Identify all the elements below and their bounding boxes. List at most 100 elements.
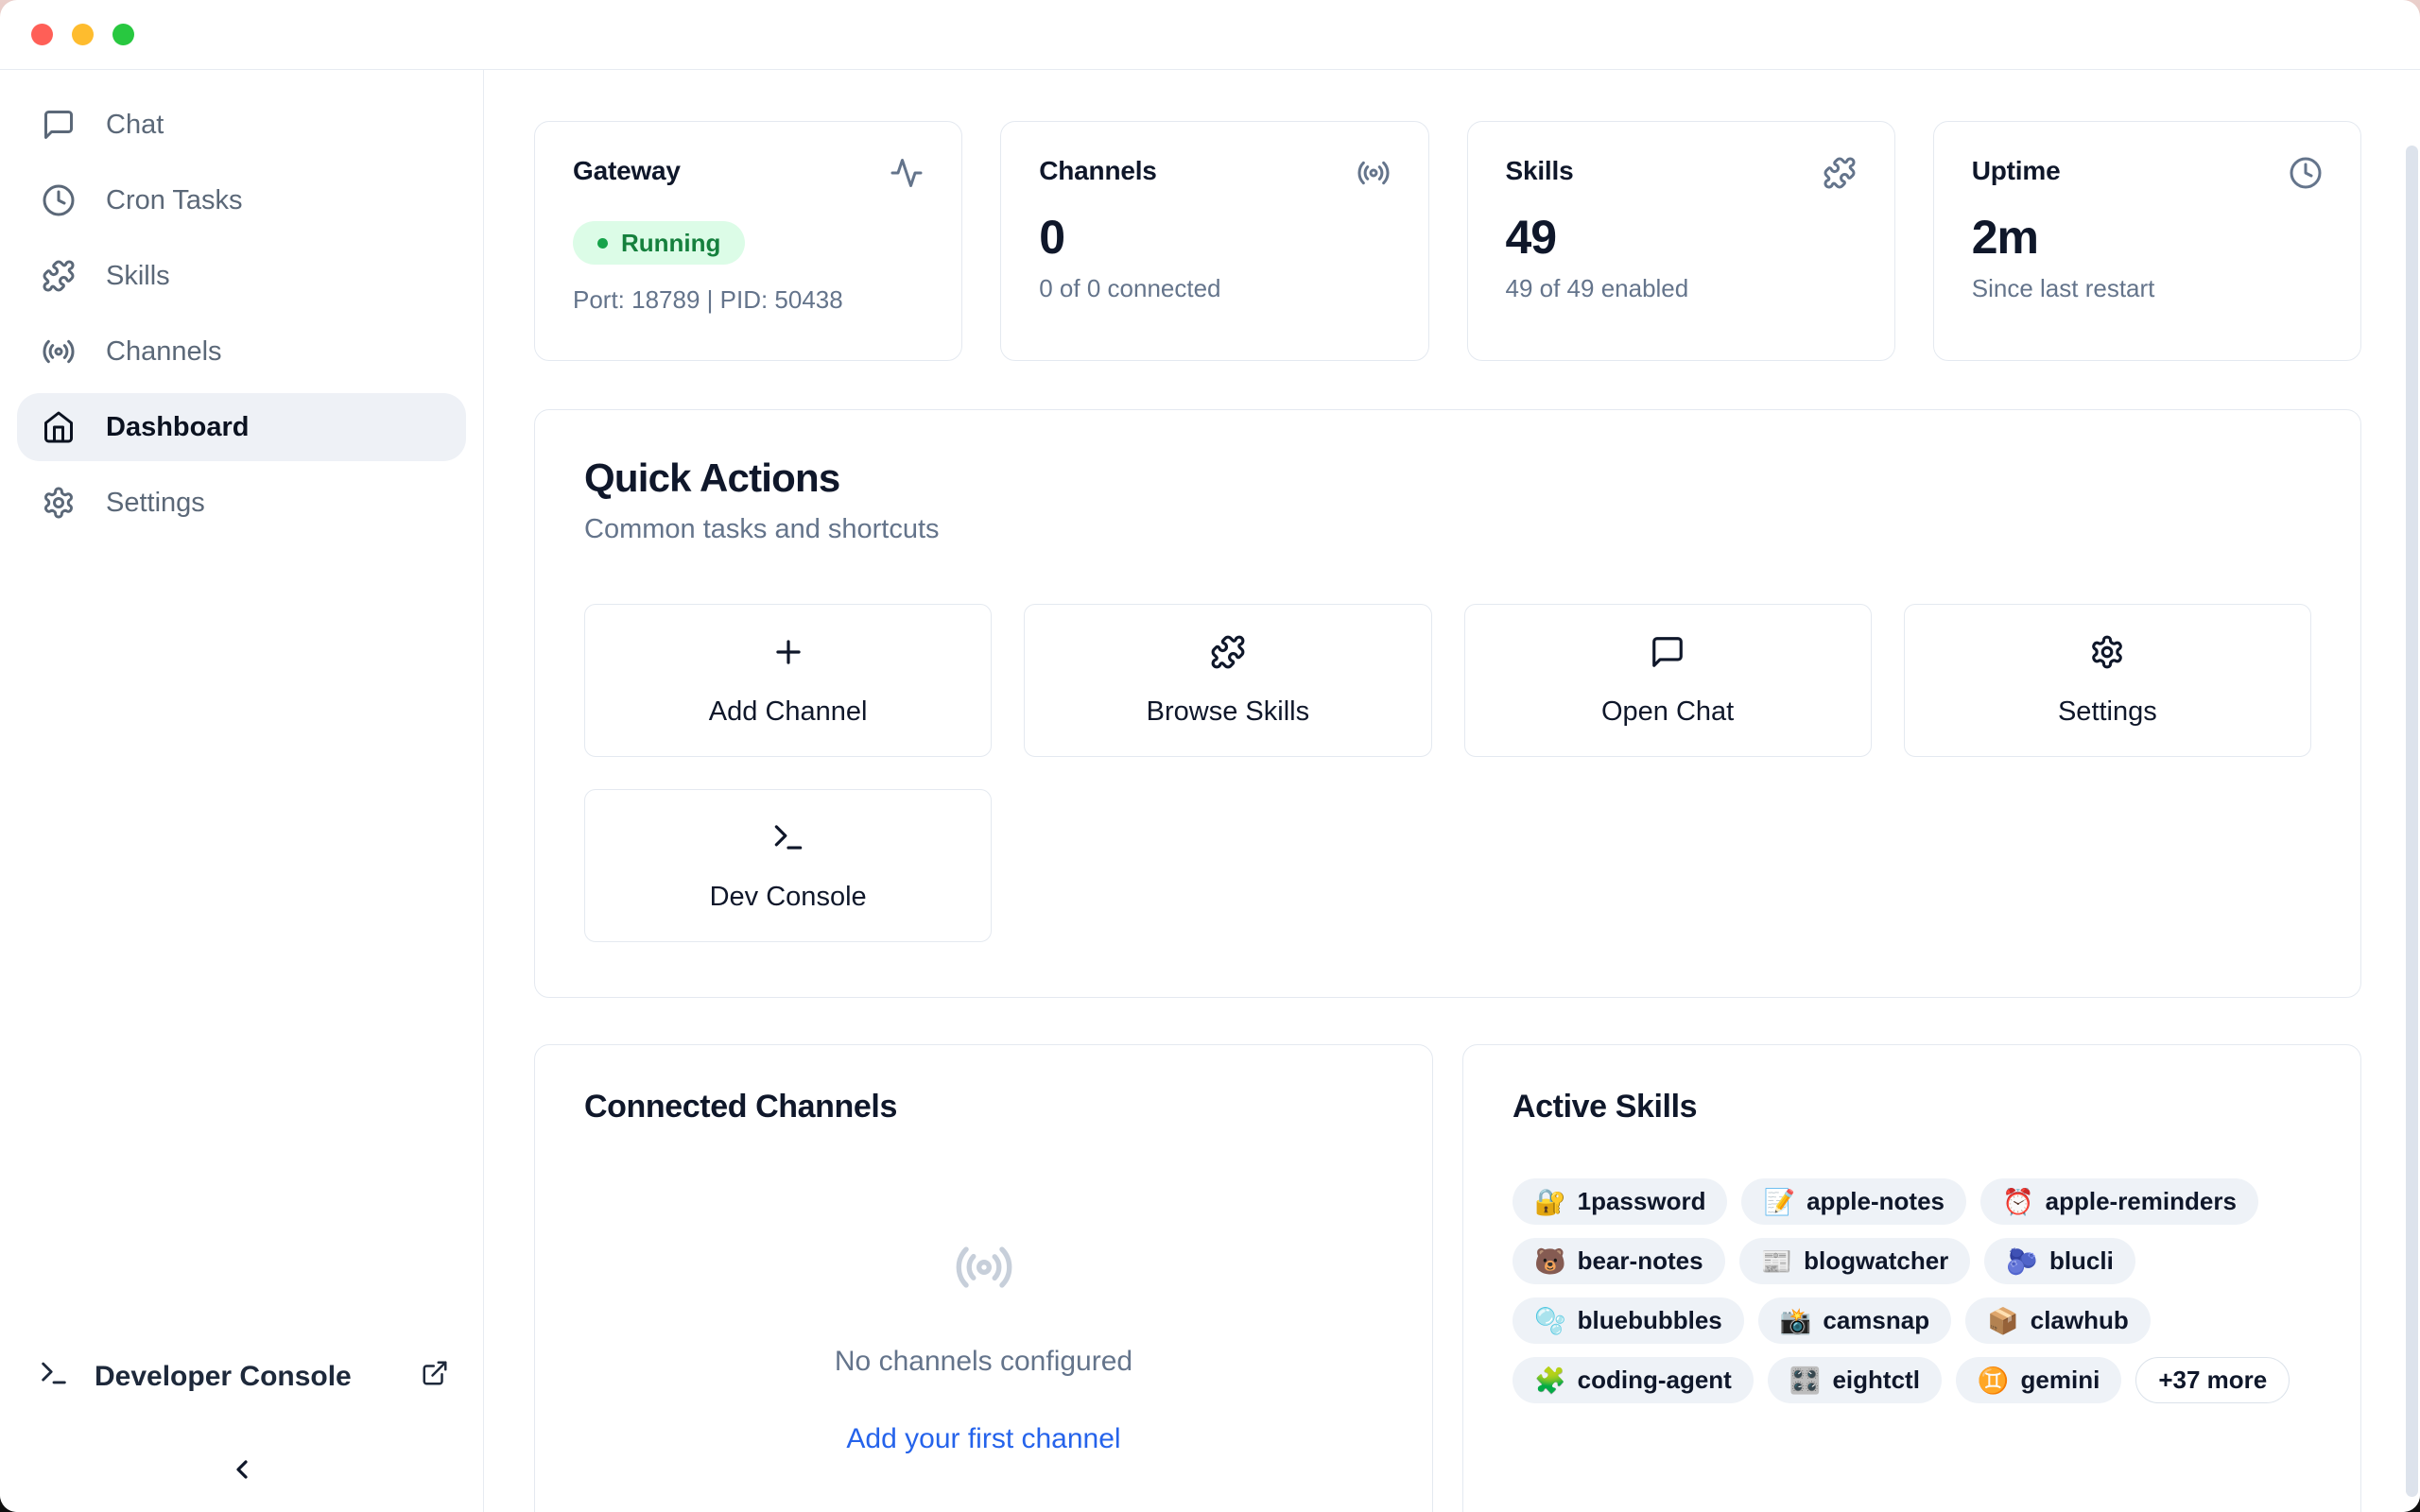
sidebar-item-chat[interactable]: Chat — [17, 91, 466, 159]
developer-console-button[interactable]: Developer Console — [38, 1357, 449, 1397]
puzzle-icon — [1210, 634, 1246, 678]
browse-skills-button[interactable]: Browse Skills — [1024, 604, 1432, 757]
quick-actions-subtitle: Common tasks and shortcuts — [584, 514, 940, 544]
activity-icon — [890, 156, 924, 195]
stat-title: Skills — [1505, 156, 1574, 185]
puzzle-icon — [1823, 156, 1857, 195]
active-skills-card: Active Skills 🔐 1password 📝 apple-notes ⏰ app… — [1462, 1044, 2361, 1512]
connected-channels-card: Connected Channels No channels configure… — [534, 1044, 1433, 1512]
more-skills-chip[interactable]: +37 more — [2135, 1357, 2290, 1403]
sidebar-item-channels[interactable]: Channels — [17, 318, 466, 386]
skill-chip-label: bluebubbles — [1577, 1306, 1722, 1334]
skill-chip-label: camsnap — [1823, 1306, 1930, 1334]
skill-chip: 📦 clawhub — [1965, 1297, 2151, 1344]
skill-chip-label: coding-agent — [1577, 1366, 1732, 1394]
bottom-row: Connected Channels No channels configure… — [534, 1044, 2361, 1512]
developer-console-label: Developer Console — [95, 1361, 352, 1392]
stat-title: Gateway — [573, 156, 681, 185]
skill-emoji-icon: 📦 — [1987, 1306, 2019, 1335]
skill-emoji-icon: 🫐 — [2006, 1246, 2038, 1276]
skill-chip: 🎛️ eightctl — [1767, 1357, 1942, 1403]
dev-console-button[interactable]: Dev Console — [584, 789, 993, 942]
status-badge-label: Running — [621, 228, 721, 257]
button-label: Open Chat — [1600, 696, 1735, 727]
stat-detail: Port: 18789 | PID: 50438 — [573, 285, 843, 314]
puzzle-icon — [42, 259, 76, 293]
skill-chip: 🫧 bluebubbles — [1512, 1297, 1744, 1344]
skill-chip-label: blogwatcher — [1804, 1246, 1949, 1275]
radio-icon — [42, 335, 76, 369]
clock-icon — [42, 183, 76, 217]
skill-chip-label: 1password — [1577, 1187, 1706, 1215]
sidebar-item-label: Skills — [106, 260, 170, 291]
plus-icon — [770, 634, 806, 678]
stat-title: Channels — [1039, 156, 1157, 185]
stats-row: Gateway Running Port: 18789 | PID: 50438… — [534, 121, 2361, 361]
stat-detail: 0 of 0 connected — [1039, 274, 1221, 302]
collapse-sidebar-button[interactable] — [0, 1454, 483, 1489]
skill-chip: ⏰ apple-reminders — [1980, 1178, 2258, 1225]
button-label: Dev Console — [709, 881, 867, 912]
skill-emoji-icon: 🔐 — [1534, 1187, 1566, 1216]
sidebar-item-label: Cron Tasks — [106, 184, 243, 215]
terminal-icon — [38, 1357, 70, 1397]
skill-chip-label: apple-reminders — [2045, 1187, 2237, 1215]
skill-chip-label: eightctl — [1832, 1366, 1920, 1394]
quick-actions-grid: Add Channel Browse Skills Open Chat Sett… — [584, 604, 2311, 942]
stat-title: Uptime — [1971, 156, 2061, 185]
skill-emoji-icon: ♊ — [1977, 1366, 2010, 1395]
settings-button[interactable]: Settings — [1903, 604, 2311, 757]
active-skills-chip-list: 🔐 1password 📝 apple-notes ⏰ apple-reminders 🐻 b… — [1512, 1178, 2311, 1403]
connected-channels-title: Connected Channels — [584, 1089, 897, 1125]
active-skills-title: Active Skills — [1512, 1089, 1698, 1125]
skill-chip: 🔐 1password — [1512, 1178, 1728, 1225]
button-label: Settings — [2057, 696, 2157, 727]
skill-emoji-icon: ⏰ — [2002, 1187, 2034, 1216]
open-chat-button[interactable]: Open Chat — [1463, 604, 1872, 757]
stat-value: 2m — [1971, 211, 2039, 264]
zoom-button[interactable] — [112, 24, 134, 45]
sidebar-item-label: Dashboard — [106, 411, 250, 442]
skill-chip: 📰 blogwatcher — [1738, 1238, 1971, 1284]
sidebar-item-label: Chat — [106, 109, 164, 140]
skill-emoji-icon: 🧩 — [1534, 1366, 1566, 1395]
skill-emoji-icon: 📝 — [1763, 1187, 1796, 1216]
skill-chip-label: gemini — [2020, 1366, 2100, 1394]
terminal-icon — [770, 819, 806, 863]
sidebar-nav: Chat Cron Tasks Skills Channels Dashboar… — [0, 70, 483, 537]
sidebar-item-skills[interactable]: Skills — [17, 242, 466, 310]
sidebar-item-cron-tasks[interactable]: Cron Tasks — [17, 166, 466, 234]
skill-emoji-icon: 🎛️ — [1789, 1366, 1822, 1395]
chevron-left-icon — [227, 1454, 257, 1489]
stat-card-uptime: Uptime 2m Since last restart — [1932, 121, 2361, 361]
sidebar: Chat Cron Tasks Skills Channels Dashboar… — [0, 70, 484, 1512]
stat-detail: Since last restart — [1971, 274, 2155, 302]
skill-chip-label: blucli — [2048, 1246, 2114, 1275]
chat-icon — [1650, 634, 1685, 678]
quick-actions-card: Quick Actions Common tasks and shortcuts… — [534, 409, 2361, 998]
scrollbar-thumb[interactable] — [2406, 146, 2418, 1497]
button-label: Browse Skills — [1146, 696, 1310, 727]
skill-chip: 🐻 bear-notes — [1512, 1238, 1725, 1284]
skill-chip: 📸 camsnap — [1757, 1297, 1952, 1344]
skill-chip-label: clawhub — [2030, 1306, 2129, 1334]
sidebar-item-label: Channels — [106, 335, 222, 367]
chat-icon — [42, 108, 76, 142]
minimize-button[interactable] — [72, 24, 94, 45]
add-channel-button[interactable]: Add Channel — [584, 604, 993, 757]
sidebar-item-label: Settings — [106, 487, 205, 518]
stat-detail: 49 of 49 enabled — [1505, 274, 1689, 302]
skill-emoji-icon: 📰 — [1760, 1246, 1793, 1276]
stat-card-gateway: Gateway Running Port: 18789 | PID: 50438 — [534, 121, 963, 361]
skill-chip: 🫐 blucli — [1984, 1238, 2135, 1284]
stat-value: 0 — [1039, 211, 1065, 264]
radio-icon — [1357, 156, 1391, 195]
sidebar-item-settings[interactable]: Settings — [17, 469, 466, 537]
skill-emoji-icon: 🫧 — [1534, 1306, 1566, 1335]
add-first-channel-link[interactable]: Add your first channel — [846, 1423, 1121, 1454]
sidebar-item-dashboard[interactable]: Dashboard — [17, 393, 466, 461]
skill-chip: ♊ gemini — [1955, 1357, 2122, 1403]
close-button[interactable] — [31, 24, 53, 45]
button-label: Add Channel — [708, 696, 868, 727]
empty-state-text: No channels configured — [834, 1346, 1133, 1377]
